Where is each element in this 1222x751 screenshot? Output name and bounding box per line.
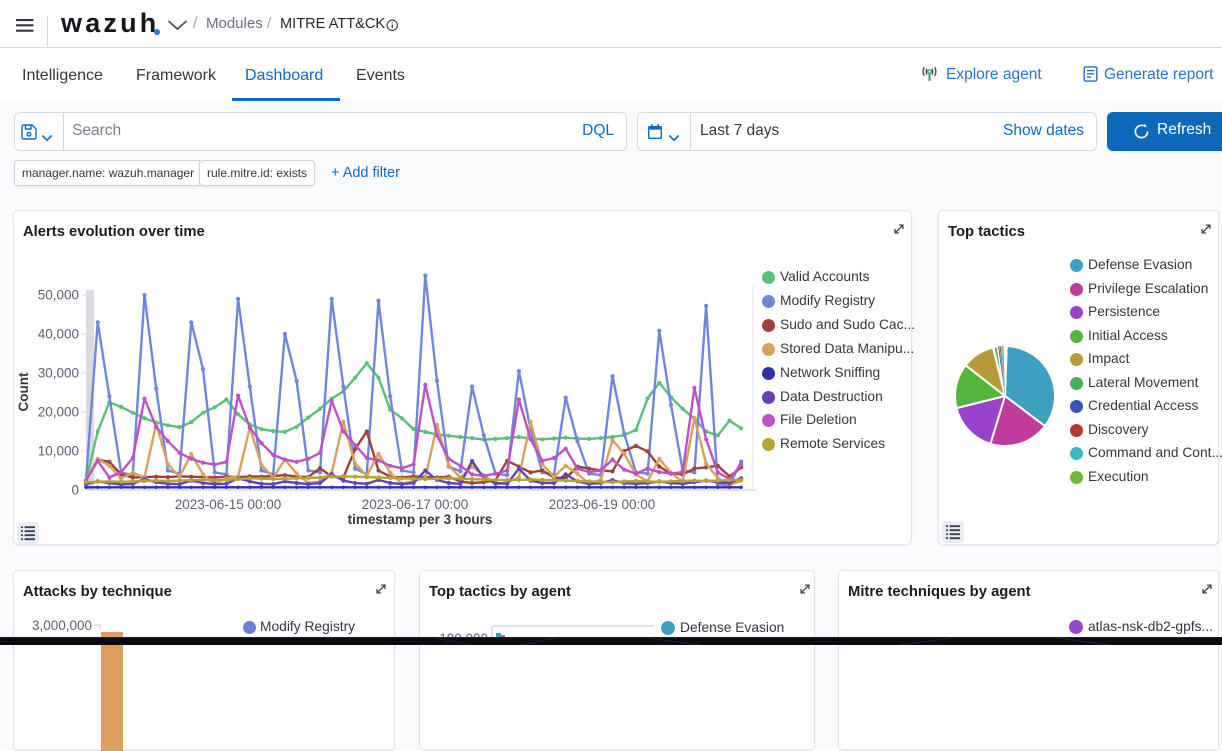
svg-text:50,000: 50,000 [38,288,79,303]
svg-text:40,000: 40,000 [38,327,79,342]
svg-text:10,000: 10,000 [38,444,79,459]
svg-text:30,000: 30,000 [38,366,79,381]
svg-text:2023-06-19 00:00: 2023-06-19 00:00 [549,497,656,512]
svg-text:20,000: 20,000 [38,405,79,420]
svg-text:2023-06-17 00:00: 2023-06-17 00:00 [362,497,469,512]
svg-text:timestamp per 3 hours: timestamp per 3 hours [348,512,493,527]
svg-text:Count: Count [16,372,31,411]
svg-text:2023-06-15 00:00: 2023-06-15 00:00 [175,497,282,512]
svg-text:0: 0 [71,483,79,498]
